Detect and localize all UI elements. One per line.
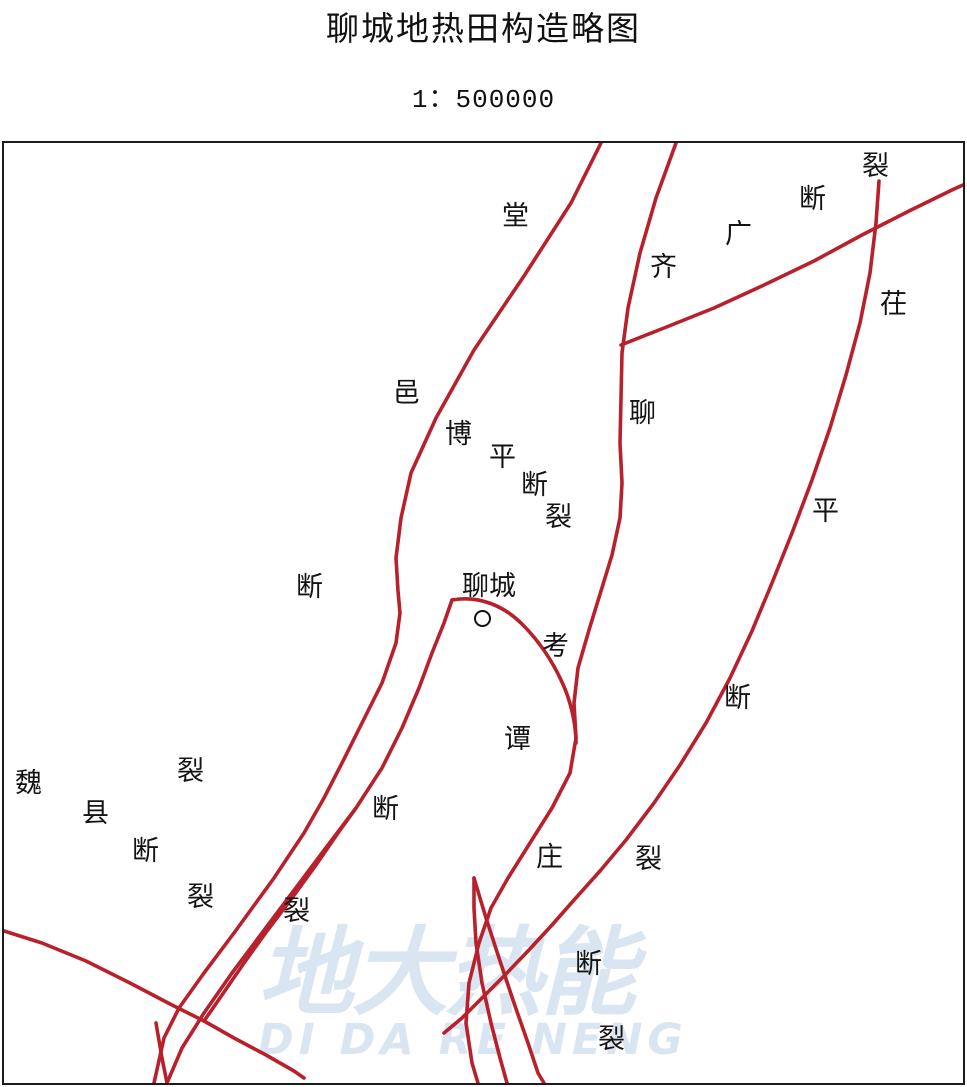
fault-tangyi <box>152 143 603 1083</box>
fault-label-yi: 邑 <box>393 378 420 408</box>
fault-label-lk-duan: 断 <box>575 949 602 979</box>
fault-label-guang: 广 <box>725 219 752 249</box>
page-title: 聊城地热田构造略图 <box>326 12 641 48</box>
city-marker-liaocheng <box>474 610 491 627</box>
fault-boping <box>450 597 578 745</box>
fault-label-chi: 茌 <box>880 289 907 319</box>
fault-label-wx-duan: 断 <box>132 836 159 866</box>
fault-label-ping-right: 平 <box>812 496 839 526</box>
fault-network <box>4 143 963 1083</box>
fault-weixian <box>4 929 306 1080</box>
fault-label-tang: 堂 <box>502 201 529 231</box>
fault-label-qg-lie: 裂 <box>862 151 889 181</box>
fault-label-wei: 魏 <box>15 768 42 798</box>
fault-tanzhuang <box>472 876 509 1083</box>
fault-label-bo-duan: 断 <box>521 470 548 500</box>
fault-label-bo: 博 <box>445 419 472 449</box>
fault-label-tangyi-lie: 裂 <box>177 756 204 786</box>
fault-label-lk-lie: 裂 <box>598 1024 625 1054</box>
fault-weixian-branch <box>202 806 358 1023</box>
fault-label-kao: 考 <box>542 631 569 661</box>
map-scale: 1：500000 <box>411 85 556 115</box>
fault-chiping-south <box>442 923 554 1035</box>
fault-label-liao: 聊 <box>629 398 656 428</box>
city-label-liaocheng: 聊城 <box>462 571 516 601</box>
fault-liaokao-south <box>472 876 546 1083</box>
fault-label-tz-duan: 断 <box>372 794 399 824</box>
fault-label-xian: 县 <box>82 798 109 828</box>
fault-label-tangyi-duan: 断 <box>296 572 323 602</box>
fault-label-chi-duan: 断 <box>724 683 751 713</box>
fault-label-chi-lie: 裂 <box>635 844 662 874</box>
fault-label-qi: 齐 <box>650 252 677 282</box>
fault-lower-left <box>154 1021 169 1083</box>
fault-label-ping-center: 平 <box>489 442 516 472</box>
fault-label-bo-lie: 裂 <box>545 502 572 532</box>
fault-label-wx-lie: 裂 <box>187 882 214 912</box>
fault-chiping <box>550 179 881 927</box>
fault-label-tz-lie: 裂 <box>283 896 310 926</box>
fault-liaokao <box>464 143 678 1083</box>
fault-label-tan: 谭 <box>504 724 531 754</box>
fault-label-qg-duan: 断 <box>799 184 826 214</box>
fault-label-zhuang: 庄 <box>536 842 563 872</box>
fault-qihe-guangrao <box>619 183 963 347</box>
map-frame: 地大热能 DI DA RE NENG <box>2 141 965 1085</box>
